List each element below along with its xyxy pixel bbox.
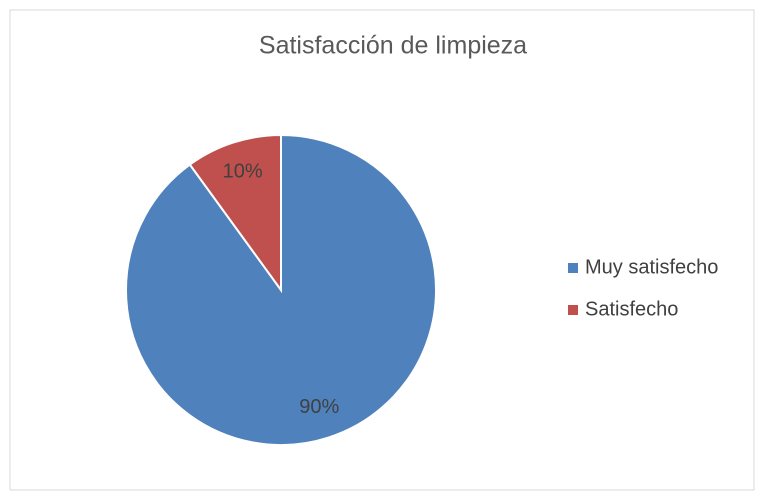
pie-slice: [188, 133, 282, 294]
legend-label: Satisfecho: [585, 298, 678, 320]
legend-swatch: [568, 305, 578, 315]
chart-title: Satisfacción de limpieza: [259, 32, 527, 60]
legend-swatch: [568, 263, 578, 273]
data-label: 10%: [223, 160, 263, 182]
data-label: 90%: [299, 396, 339, 418]
legend-label: Muy satisfecho: [585, 256, 718, 278]
